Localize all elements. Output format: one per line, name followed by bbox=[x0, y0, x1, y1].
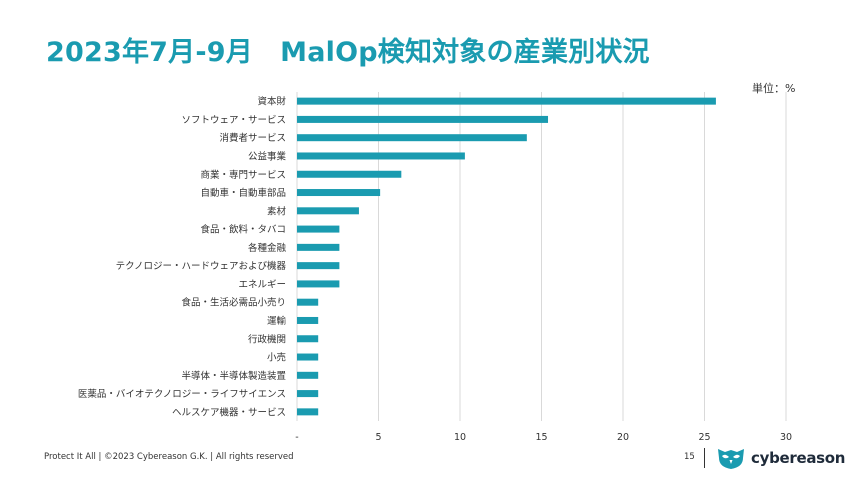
bar bbox=[297, 243, 340, 251]
category-label: 公益事業 bbox=[248, 150, 287, 162]
footer-copyright: Protect It All | ©2023 Cybereason G.K. |… bbox=[44, 452, 294, 462]
bar bbox=[297, 152, 465, 160]
x-tick-label: 5 bbox=[375, 432, 381, 443]
bar bbox=[297, 371, 319, 379]
category-label: テクノロジー・ハードウェアおよび機器 bbox=[116, 260, 287, 272]
category-label: 運輸 bbox=[267, 315, 287, 327]
bar bbox=[297, 170, 402, 178]
bar bbox=[297, 97, 716, 105]
x-tick-layer: - 5 10 15 20 25 30 bbox=[295, 432, 792, 443]
category-label: 消費者サービス bbox=[219, 132, 286, 144]
bar bbox=[297, 115, 549, 123]
category-label: 商業・専門サービス bbox=[200, 169, 286, 181]
category-label: 自動車・自動車部品 bbox=[200, 187, 286, 199]
x-tick-label: 25 bbox=[698, 432, 710, 443]
cybereason-logo: cybereason bbox=[716, 446, 845, 470]
category-label: ソフトウェア・サービス bbox=[181, 115, 286, 126]
x-tick-label: 20 bbox=[617, 432, 629, 443]
bar bbox=[297, 353, 319, 361]
bar bbox=[297, 390, 319, 398]
bar bbox=[297, 316, 319, 324]
category-label: 食品・飲料・タバコ bbox=[200, 224, 286, 236]
bar bbox=[297, 262, 340, 270]
bar bbox=[297, 207, 359, 215]
bar bbox=[297, 134, 527, 142]
bar bbox=[297, 225, 340, 233]
category-label-layer: 資本財ソフトウェア・サービス消費者サービス公益事業商業・専門サービス自動車・自動… bbox=[78, 96, 287, 419]
bar bbox=[297, 280, 340, 288]
slide-title: 2023年7月-9月 MalOp検知対象の産業別状況 bbox=[46, 37, 650, 68]
category-label: 素材 bbox=[267, 205, 287, 217]
category-label: 半導体・半導体製造装置 bbox=[181, 370, 286, 382]
page-number: 15 bbox=[684, 452, 695, 462]
category-label: 医薬品・バイオテクノロジー・ライフサイエンス bbox=[78, 388, 286, 400]
category-label: ヘルスケア機器・サービス bbox=[172, 406, 286, 418]
unit-label: 単位：% bbox=[752, 82, 796, 95]
x-tick-label: 15 bbox=[535, 432, 547, 443]
bar bbox=[297, 298, 319, 306]
category-label: エネルギー bbox=[238, 279, 286, 290]
x-tick-label: 10 bbox=[454, 432, 466, 443]
footer-divider bbox=[704, 448, 705, 468]
category-label: 資本財 bbox=[257, 96, 286, 108]
category-label: 小売 bbox=[267, 352, 286, 364]
grid-layer bbox=[296, 92, 787, 421]
category-label: 行政機関 bbox=[248, 333, 286, 345]
bar bbox=[297, 189, 381, 197]
x-tick-label: 30 bbox=[780, 432, 792, 443]
bar-layer bbox=[297, 97, 716, 416]
x-tick-label: - bbox=[295, 432, 298, 443]
category-label: 各種金融 bbox=[248, 242, 287, 254]
bar bbox=[297, 335, 319, 343]
category-label: 食品・生活必需品小売り bbox=[181, 297, 286, 309]
owl-logo-icon bbox=[718, 449, 744, 469]
logo-text: cybereason bbox=[751, 449, 846, 467]
bar bbox=[297, 408, 319, 416]
